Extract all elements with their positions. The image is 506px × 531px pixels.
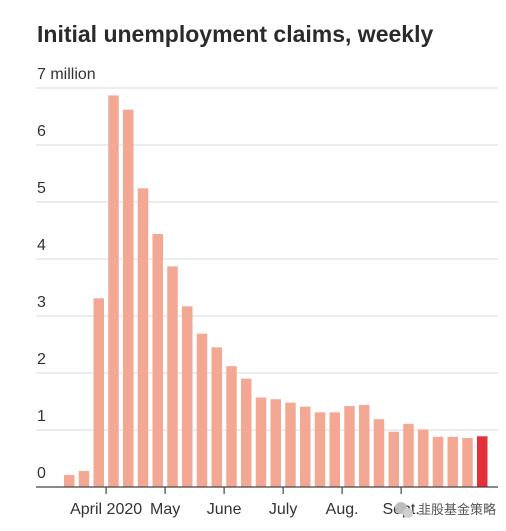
bar	[432, 436, 444, 487]
bar	[167, 266, 178, 487]
y-tick-label: 2	[37, 351, 46, 368]
y-tick-label: 5	[37, 180, 46, 197]
x-tick-label: Aug.	[326, 501, 359, 518]
y-tick-label: 1	[37, 408, 46, 425]
bar	[78, 471, 90, 487]
y-tick-label: 6	[37, 123, 46, 140]
bar	[137, 188, 149, 487]
bar-latest	[477, 436, 488, 487]
bar	[64, 475, 75, 487]
bar	[403, 423, 414, 487]
y-axis-tick-labels: 0 1 2 3 4 5 6 7 million	[37, 66, 96, 482]
watermark: 韭股基金策略	[395, 502, 496, 518]
bar	[196, 333, 208, 487]
bar	[270, 399, 281, 487]
bar	[241, 378, 252, 487]
bar	[329, 412, 340, 487]
gridlines	[36, 87, 498, 431]
y-tick-label: 4	[37, 237, 46, 254]
y-tick-label: 3	[37, 294, 46, 311]
bar	[255, 397, 267, 487]
bar	[152, 233, 163, 487]
x-tick-label: June	[207, 501, 242, 518]
bar	[462, 437, 473, 487]
bar	[373, 419, 385, 487]
bar	[226, 366, 237, 487]
bar	[108, 95, 119, 487]
bars	[64, 95, 488, 487]
bar	[447, 436, 458, 487]
bar	[344, 406, 355, 487]
bar	[388, 431, 399, 487]
bar	[359, 404, 370, 487]
chart-title: Initial unemployment claims, weekly	[37, 21, 433, 47]
bar	[93, 298, 104, 487]
wechat-icon	[395, 502, 413, 518]
x-tick-label: April 2020	[70, 501, 142, 518]
bar	[182, 306, 193, 487]
bar	[418, 429, 429, 487]
x-tick-label: May	[150, 501, 180, 518]
bar	[285, 402, 296, 487]
y-tick-label: 7 million	[37, 66, 96, 83]
y-tick-label: 0	[37, 465, 46, 482]
bar	[300, 406, 311, 487]
bar	[211, 347, 222, 487]
bar	[123, 109, 134, 487]
x-tick-label: July	[269, 501, 297, 518]
bar	[314, 412, 326, 487]
watermark-text: 韭股基金策略	[418, 502, 496, 518]
